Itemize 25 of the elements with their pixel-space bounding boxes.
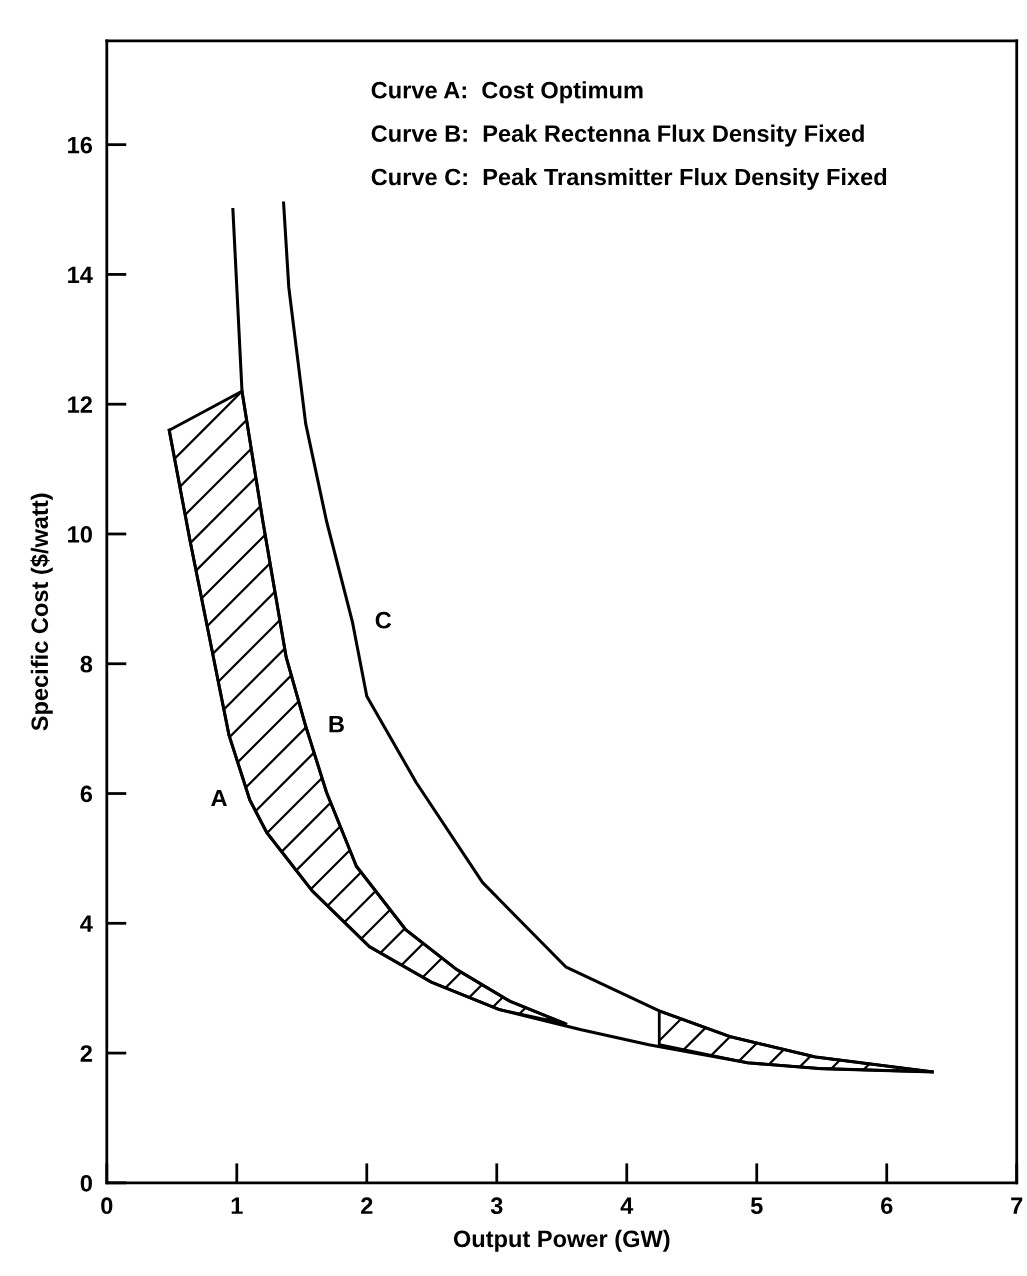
x-tick-label: 3 — [490, 1197, 503, 1215]
x-tick-label: 2 — [361, 1197, 373, 1214]
y-tick-label: 0 — [80, 1174, 92, 1192]
x-axis-title: Output Power (GW) — [453, 1229, 670, 1252]
annotation: Curve B: Peak Rectenna Flux Density Fixed — [371, 124, 864, 147]
y-tick-label: 16 — [68, 136, 93, 154]
y-tick-label: 2 — [80, 1045, 92, 1062]
annotation: Curve C: Peak Transmitter Flux Density Fixed — [371, 168, 887, 191]
x-tick-label: 5 — [750, 1197, 763, 1215]
x-tick-label: 1 — [231, 1197, 243, 1214]
y-tick-label: 12 — [68, 396, 92, 413]
x-tick-label: 4 — [620, 1197, 634, 1214]
y-axis-title: Specific Cost ($/watt) — [30, 493, 53, 731]
y-tick-label: 6 — [80, 785, 93, 803]
x-tick-label: 7 — [1011, 1197, 1023, 1214]
y-tick-label: 14 — [68, 266, 93, 283]
x-tick-label: 6 — [881, 1197, 893, 1215]
x-tick-label: 0 — [101, 1197, 113, 1215]
y-tick-label: 10 — [68, 526, 92, 543]
y-tick-label: 4 — [80, 915, 93, 932]
annotation: Curve A: Cost Optimum — [371, 81, 643, 104]
series-label: C — [375, 611, 392, 629]
y-tick-label: 8 — [80, 655, 93, 673]
series-label: A — [211, 789, 227, 807]
series-label: B — [329, 715, 344, 733]
